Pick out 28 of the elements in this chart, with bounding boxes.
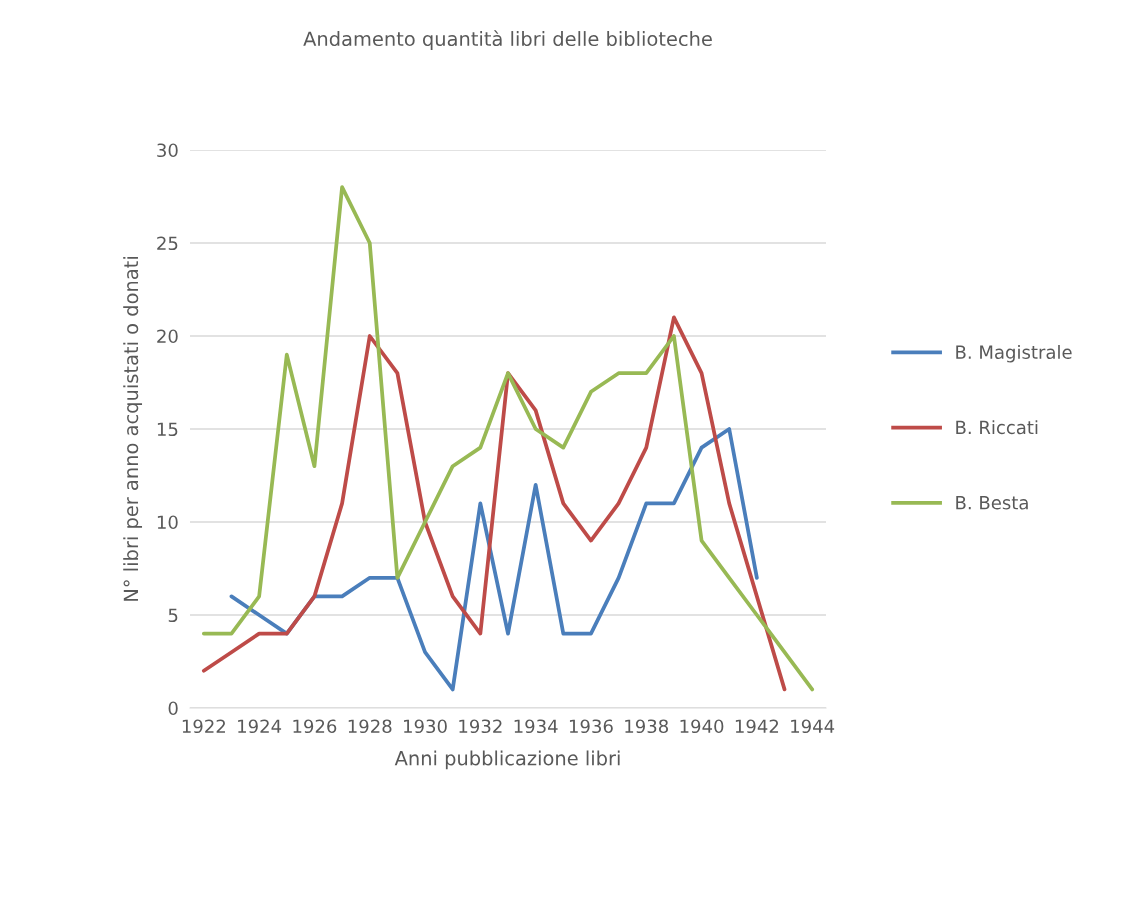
legend-label: B. Riccati <box>956 420 1038 435</box>
x-tick-label: 1942 <box>735 719 779 734</box>
x-tick-label: 1922 <box>182 719 225 734</box>
y-tick-label: 25 <box>157 236 178 251</box>
x-tick-label: 1932 <box>459 719 502 734</box>
legend-label: B. Besta <box>956 496 1028 510</box>
y-tick-label: 0 <box>168 701 178 716</box>
x-tick-label: 1930 <box>404 719 447 734</box>
x-tick-label: 1944 <box>791 719 835 734</box>
x-tick-label: 1940 <box>680 719 724 734</box>
y-tick-label: 20 <box>157 329 178 344</box>
x-tick-label: 1936 <box>569 719 613 734</box>
x-tick-label: 1924 <box>238 719 282 734</box>
x-tick-label: 1938 <box>625 719 668 734</box>
y-tick-label: 5 <box>168 608 178 623</box>
legend-label: B. Magistrale <box>956 345 1072 363</box>
line-series <box>201 185 815 692</box>
x-tick-label: 1934 <box>514 719 558 734</box>
x-tick-label: 1926 <box>293 719 337 734</box>
y-tick-label: 15 <box>157 422 178 437</box>
line-series <box>229 427 759 692</box>
chart-title: Andamento quantità libri delle biblioteche <box>303 30 712 50</box>
x-tick-label: 1928 <box>348 719 392 734</box>
x-axis-title: Anni pubblicazione libri <box>394 750 620 770</box>
y-axis-title: N° libri per anno acquistati o donati <box>123 257 143 601</box>
line-series <box>201 315 787 692</box>
y-tick-label: 30 <box>157 143 178 158</box>
y-tick-label: 10 <box>157 515 178 530</box>
